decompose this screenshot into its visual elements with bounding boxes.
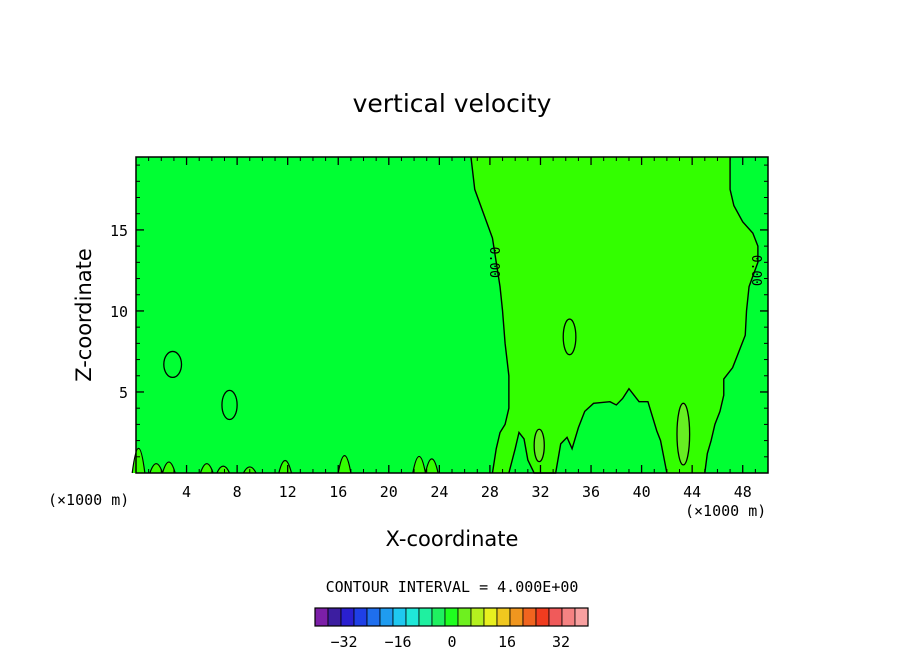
- surface-contour-bumps: [131, 448, 439, 474]
- negative-cell-upper-right: [562, 318, 577, 356]
- colorbar-swatch: [353, 607, 368, 627]
- colorbar-swatch: [483, 607, 498, 627]
- colorbar-swatch: [327, 607, 342, 627]
- colorbar-tick-label: −32: [330, 633, 357, 651]
- colorbar-swatch: [574, 607, 589, 627]
- colorbar-swatch: [470, 607, 485, 627]
- x-tick-label: 36: [582, 483, 600, 501]
- y-axis-label: Z-coordinate: [72, 248, 96, 382]
- x-tick-label: 12: [279, 483, 297, 501]
- y-axis-ticks: 5 10 15: [110, 164, 768, 458]
- contour-zero-line-left: [470, 156, 510, 474]
- colorbar-tick-label: −16: [384, 633, 411, 651]
- y-tick-label: 10: [110, 303, 128, 321]
- colorbar-swatch: [444, 607, 459, 627]
- negative-surface-fill: [508, 388, 667, 473]
- colorbar-swatch: [561, 607, 576, 627]
- colorbar-swatch: [379, 607, 394, 627]
- colorbar-swatch: [340, 607, 355, 627]
- contour-label-left: 0.00: [486, 247, 501, 278]
- colorbar-swatch: [418, 607, 433, 627]
- surface-bump: [424, 458, 439, 474]
- colorbar-swatch: [548, 607, 563, 627]
- colorbar-swatch: [535, 607, 550, 627]
- contour-lines: [470, 156, 759, 474]
- x-tick-label: 48: [734, 483, 752, 501]
- colorbar-tick-label: 32: [552, 633, 570, 651]
- x-axis-unit: (×1000 m): [685, 502, 766, 520]
- x-tick-label: 40: [633, 483, 651, 501]
- colorbar-swatch: [366, 607, 381, 627]
- y-tick-label: 15: [110, 222, 128, 240]
- x-tick-label: 32: [531, 483, 549, 501]
- x-tick-label: 28: [481, 483, 499, 501]
- negative-cell-mid: [221, 389, 238, 421]
- contour-label-right: 0.00: [748, 255, 763, 286]
- colorbar-swatch: [314, 607, 329, 627]
- x-tick-label: 16: [329, 483, 347, 501]
- x-axis-ticks: 4 8 12 16 20 24 28 32 36 40 44 48: [148, 157, 756, 501]
- colorbar-tick-label: 0: [447, 633, 456, 651]
- x-tick-label: 8: [233, 483, 242, 501]
- y-tick-label: 5: [119, 384, 128, 402]
- surface-bump: [216, 465, 231, 474]
- colorbar-tick-label: 16: [498, 633, 516, 651]
- chart-title: vertical velocity: [353, 89, 552, 118]
- positive-plume-44: [676, 402, 691, 466]
- closed-contour-cells: [163, 318, 691, 466]
- x-axis-label: X-coordinate: [386, 527, 519, 551]
- positive-plume-32: [533, 428, 545, 463]
- surface-bump: [412, 455, 427, 474]
- colorbar-tick-labels: −32 −16 0 16 32: [330, 633, 570, 651]
- y-axis-unit: (×1000 m): [48, 491, 129, 509]
- colorbar-frame: [314, 607, 589, 627]
- surface-bump: [337, 455, 352, 474]
- colorbar-swatch: [431, 607, 446, 627]
- colorbar-swatch: [457, 607, 472, 627]
- colorbar-swatch: [522, 607, 537, 627]
- x-tick-label: 24: [430, 483, 448, 501]
- contour-zero-line-right: [704, 157, 759, 474]
- x-tick-label: 20: [380, 483, 398, 501]
- colorbar: [314, 607, 589, 627]
- contour-lower-boundary-cells: [508, 387, 668, 474]
- negative-cell-left: [163, 350, 183, 379]
- colorbar-swatch: [509, 607, 524, 627]
- contour-interval-text: CONTOUR INTERVAL = 4.000E+00: [326, 578, 579, 596]
- colorbar-swatch: [405, 607, 420, 627]
- x-tick-label: 4: [182, 483, 191, 501]
- colorbar-swatch: [496, 607, 511, 627]
- colorbar-swatch: [392, 607, 407, 627]
- field-positive-region: [470, 157, 758, 473]
- x-tick-label: 44: [683, 483, 701, 501]
